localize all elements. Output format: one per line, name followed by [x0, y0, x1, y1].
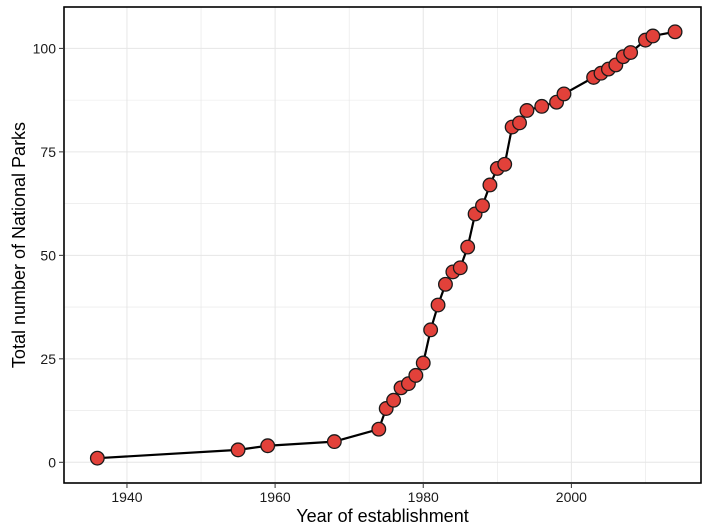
x-tick-label: 1980 — [408, 489, 439, 505]
data-point — [667, 24, 683, 40]
series-line — [97, 30, 676, 460]
data-point — [415, 355, 431, 371]
plot-frame — [63, 6, 702, 484]
x-tick-label: 2000 — [556, 489, 587, 505]
data-point — [645, 28, 661, 44]
data-point — [386, 392, 402, 408]
x-tick-label: 1940 — [111, 489, 142, 505]
y-axis-ticks: 0 25 50 75 100 — [33, 40, 64, 470]
y-axis-title: Total number of National Parks — [9, 122, 29, 368]
data-point — [438, 276, 453, 292]
data-point — [430, 297, 446, 313]
data-point — [460, 239, 476, 255]
data-point — [408, 367, 424, 383]
data-point — [475, 198, 490, 214]
y-tick-label: 50 — [40, 247, 56, 263]
x-axis-title: Year of establishment — [296, 506, 468, 526]
data-point — [326, 434, 342, 450]
data-point — [89, 450, 105, 466]
cumulative-line — [97, 30, 676, 460]
data-point — [482, 177, 498, 193]
x-axis-ticks: 1940 1960 1980 2000 — [111, 483, 587, 505]
data-point — [260, 438, 276, 454]
data-point — [556, 86, 572, 102]
data-point — [371, 421, 387, 437]
y-tick-label: 75 — [40, 144, 56, 160]
grid-lines — [64, 7, 701, 483]
data-points — [89, 24, 683, 466]
y-tick-label: 100 — [33, 40, 57, 56]
data-point — [230, 442, 246, 458]
data-point — [497, 156, 513, 172]
data-point — [519, 103, 535, 118]
data-point — [534, 98, 550, 114]
data-point — [423, 322, 439, 338]
data-point — [512, 115, 527, 131]
y-tick-label: 25 — [40, 351, 56, 367]
y-tick-label: 0 — [48, 454, 56, 470]
data-point — [452, 260, 468, 276]
data-point — [623, 45, 639, 60]
x-tick-label: 1960 — [260, 489, 291, 505]
